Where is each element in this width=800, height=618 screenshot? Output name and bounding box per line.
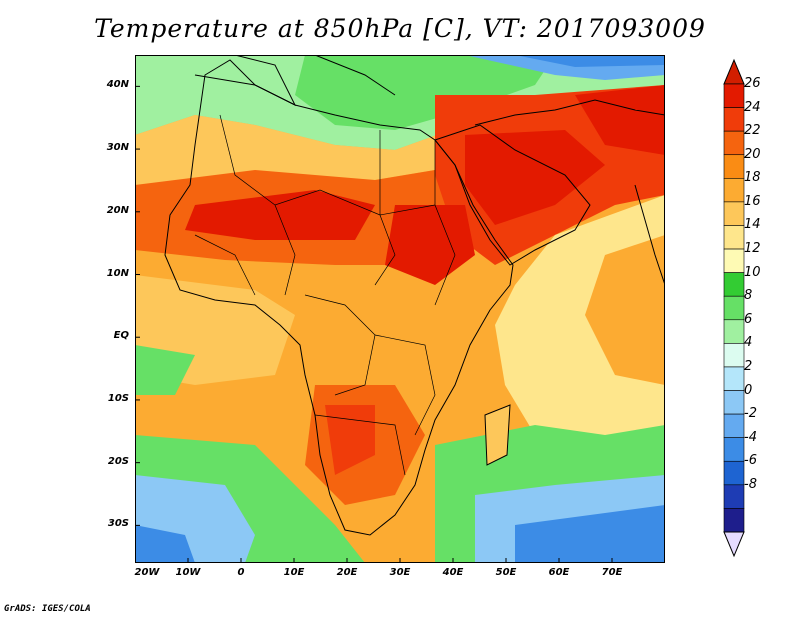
colorbar-segment-5 <box>723 201 745 226</box>
colorbar-segment-12 <box>723 366 745 391</box>
madagascar-coastline <box>484 404 511 466</box>
border-3 <box>374 130 396 286</box>
colorbar-segment-8 <box>723 272 745 297</box>
field-south-blue-deep <box>515 505 665 563</box>
lon-label-7: 50E <box>495 567 517 578</box>
colorbar-segment-7 <box>723 248 745 273</box>
coastlines <box>164 55 665 536</box>
field-madagascar <box>485 405 510 465</box>
colorbar-label-10: 6 <box>744 311 753 327</box>
lat-label-6: 20S <box>107 455 129 467</box>
lat-label-3: 10N <box>106 267 129 279</box>
colorbar-segment-0 <box>723 83 745 108</box>
lat-label-1: 30N <box>106 142 129 154</box>
colorbar-segment-16 <box>723 460 745 486</box>
field-sudan-hottest <box>385 205 475 285</box>
border-2 <box>274 204 296 296</box>
credit-text: GrADS: IGES/COLA <box>4 604 91 614</box>
colorbar-segment-15 <box>723 437 745 462</box>
lon-label-4: 20E <box>336 567 358 578</box>
lat-label-5: 10S <box>107 392 129 404</box>
colorbar-label-0: 26 <box>744 76 761 91</box>
africa-coastline <box>164 59 514 536</box>
italy-coastline <box>314 55 396 96</box>
field-namibia-hottest <box>325 405 375 475</box>
colorbar-label-17: -8 <box>744 476 757 492</box>
field-sahara-yellow <box>135 115 465 185</box>
colorbar <box>723 58 745 558</box>
colorbar-label-12: 2 <box>744 358 753 374</box>
lat-label-0: 40N <box>106 79 129 91</box>
colorbar-label-7: 12 <box>744 241 761 257</box>
border-8 <box>194 234 256 296</box>
colorbar-label-1: 24 <box>744 99 761 115</box>
map-canvas <box>135 55 665 563</box>
colorbar-segment-4 <box>723 178 745 203</box>
lon-label-3: 10E <box>283 567 305 578</box>
colorbar-segment-6 <box>723 225 745 250</box>
colorbar-segment-9 <box>723 295 745 321</box>
iberia-coastline <box>194 55 297 107</box>
colorbar-label-9: 8 <box>744 288 753 304</box>
colorbar-bottom-arrow <box>723 531 745 558</box>
field-arabia-hottest <box>465 130 605 225</box>
lat-label-2: 20N <box>106 204 129 216</box>
lon-label-8: 60E <box>548 567 570 578</box>
border-4 <box>434 140 456 306</box>
field-iran-hottest <box>575 85 665 155</box>
map-title: Temperature at 850hPa [C], VT: 201709300… <box>94 14 706 43</box>
colorbar-segment-17 <box>723 484 745 509</box>
colorbar-label-2: 22 <box>744 123 761 139</box>
colorbar-label-14: -2 <box>744 406 757 422</box>
lon-label-2: 0 <box>237 567 245 578</box>
border-6 <box>374 334 436 436</box>
temperature-map <box>135 55 665 563</box>
colorbar-segment-11 <box>723 343 745 368</box>
lon-label-1: 10W <box>175 567 201 578</box>
colorbar-label-16: -6 <box>744 453 757 469</box>
field-indian-ocean-warm <box>585 235 665 385</box>
colorbar-segment-2 <box>723 130 745 156</box>
asia-coastline <box>474 99 665 126</box>
lon-label-6: 40E <box>442 567 464 578</box>
colorbar-top-arrow <box>723 58 745 85</box>
field-guinea-green <box>135 345 195 395</box>
colorbar-segment-10 <box>723 319 745 344</box>
colorbar-label-15: -4 <box>744 429 757 445</box>
colorbar-segment-1 <box>723 107 745 132</box>
field-sahel-hottest <box>185 190 375 240</box>
border-7 <box>314 414 406 476</box>
tick-marks <box>135 85 613 563</box>
colorbar-segment-14 <box>723 413 745 438</box>
colorbar-segment-18 <box>723 508 745 533</box>
colorbar-label-5: 16 <box>744 193 761 209</box>
border-1 <box>219 114 436 216</box>
field-med-green <box>295 55 555 130</box>
colorbar-label-11: 4 <box>744 335 753 351</box>
country-borders <box>194 114 456 476</box>
colorbar-label-3: 20 <box>744 146 761 162</box>
colorbar-segment-13 <box>723 390 745 415</box>
lat-label-4: EQ <box>113 330 129 342</box>
colorbar-label-8: 10 <box>744 264 761 280</box>
lat-label-7: 30S <box>107 518 129 530</box>
field-atlantic-blue-deep <box>135 525 195 563</box>
lon-label-0: 20W <box>134 567 160 578</box>
field-northeast-blue-deep <box>515 55 665 67</box>
lon-label-5: 30E <box>389 567 411 578</box>
colorbar-label-6: 14 <box>744 217 761 233</box>
colorbar-label-4: 18 <box>744 170 761 186</box>
colorbar-segment-3 <box>723 154 745 179</box>
lon-label-9: 70E <box>601 567 623 578</box>
colorbar-label-13: 0 <box>744 382 753 398</box>
india-coastline <box>634 184 665 286</box>
arabia-coastline <box>434 124 591 266</box>
